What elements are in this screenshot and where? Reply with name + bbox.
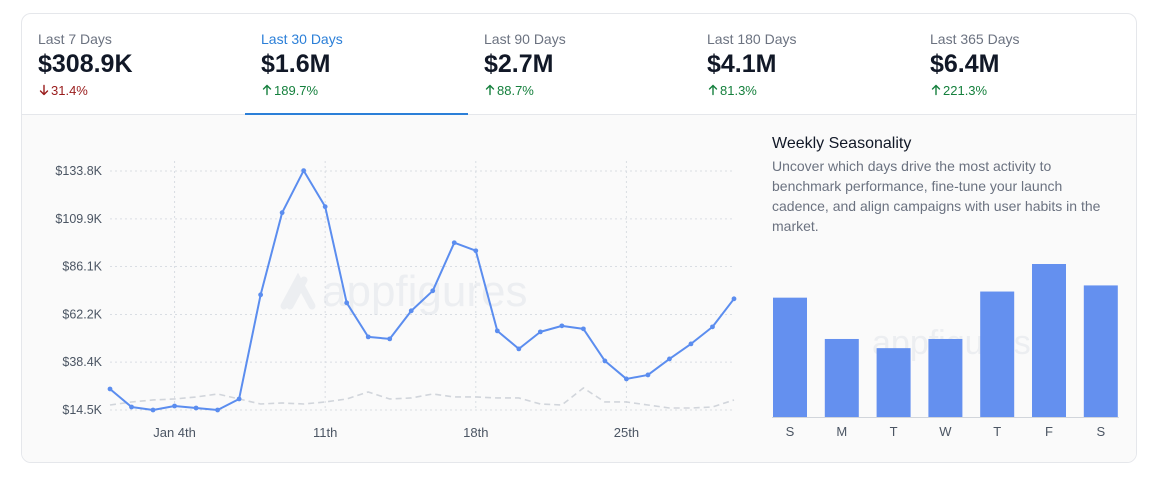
- tab-last-7-days[interactable]: Last 7 Days $308.9K 31.4%: [22, 14, 245, 114]
- bar-category-label: S: [786, 424, 795, 439]
- data-point: [430, 288, 436, 294]
- period-tabs: Last 7 Days $308.9K 31.4% Last 30 Days $…: [22, 14, 1136, 115]
- data-point: [172, 403, 177, 409]
- watermark-logo-icon: [280, 272, 316, 310]
- data-point: [537, 329, 543, 335]
- data-point: [365, 334, 371, 340]
- seasonality-title: Weekly Seasonality: [772, 135, 912, 152]
- data-point: [129, 404, 134, 410]
- y-tick-label: $38.4K: [62, 355, 102, 369]
- data-point: [624, 376, 629, 382]
- tab-label: Last 7 Days: [38, 31, 112, 47]
- active-tab-indicator: [245, 113, 468, 115]
- data-point: [279, 210, 285, 216]
- arrow-down-icon: [39, 84, 49, 96]
- bar-category-label: F: [1045, 424, 1053, 439]
- seasonality-bar: [824, 338, 859, 417]
- tab-label: Last 180 Days: [707, 31, 797, 47]
- y-tick-label: $133.8K: [55, 164, 102, 178]
- seasonality-description: Uncover which days drive the most activi…: [772, 158, 1101, 234]
- data-point: [473, 248, 479, 254]
- bar-category-label: T: [993, 424, 1001, 439]
- tab-change-value: 31.4%: [51, 83, 88, 98]
- tab-change: 221.3%: [930, 83, 987, 98]
- data-point: [710, 324, 715, 330]
- x-tick-label: 11th: [313, 425, 337, 440]
- bar-category-label: M: [836, 424, 847, 439]
- tab-value: $4.1M: [707, 50, 777, 78]
- tab-label: Last 90 Days: [484, 31, 566, 47]
- tab-label: Last 365 Days: [930, 31, 1020, 47]
- data-point: [344, 300, 350, 306]
- seasonality-bar: [773, 297, 807, 417]
- data-point: [236, 396, 242, 402]
- arrow-up-icon: [262, 84, 272, 96]
- data-point: [301, 168, 307, 173]
- seasonality-bar: [928, 338, 963, 417]
- series-line-previous-period: [109, 386, 735, 409]
- tab-change-value: 88.7%: [497, 83, 534, 98]
- y-tick-label: $62.2K: [62, 307, 102, 321]
- tab-last-180-days[interactable]: Last 180 Days $4.1M 81.3%: [691, 14, 914, 114]
- arrow-up-icon: [931, 84, 941, 96]
- data-point: [494, 328, 500, 334]
- data-point: [150, 407, 156, 413]
- tab-change: 189.7%: [261, 83, 318, 98]
- bar-category-label: T: [890, 424, 898, 439]
- data-point: [408, 308, 414, 314]
- x-tick-label: 18th: [463, 425, 488, 440]
- arrow-up-icon: [708, 84, 718, 96]
- data-point: [322, 204, 328, 210]
- data-point: [258, 292, 264, 298]
- data-point: [516, 346, 522, 352]
- tab-last-90-days[interactable]: Last 90 Days $2.7M 88.7%: [468, 14, 691, 114]
- data-point: [645, 372, 651, 378]
- data-point: [602, 358, 608, 364]
- x-tick-label: 25th: [614, 425, 639, 440]
- tab-value: $6.4M: [930, 50, 1000, 78]
- data-point: [667, 356, 672, 362]
- tab-change-value: 81.3%: [720, 83, 757, 98]
- data-point: [688, 341, 694, 347]
- data-point: [215, 407, 220, 413]
- seasonality-bar: [980, 291, 1015, 417]
- data-point: [559, 323, 565, 329]
- tab-change: 88.7%: [484, 83, 534, 98]
- seasonality-bar: [1032, 264, 1066, 417]
- revenue-card: Last 7 Days $308.9K 31.4% Last 30 Days $…: [21, 13, 1137, 463]
- seasonality-bar: [1083, 285, 1118, 417]
- bar-category-label: S: [1096, 424, 1105, 439]
- tab-change: 31.4%: [38, 83, 88, 98]
- series-line-revenue: [109, 169, 735, 411]
- tab-value: $308.9K: [38, 50, 133, 78]
- tab-change-value: 221.3%: [943, 83, 988, 98]
- tab-label: Last 30 Days: [261, 31, 343, 47]
- seasonality-bar: [876, 348, 911, 417]
- y-tick-label: $86.1K: [62, 260, 102, 274]
- arrow-up-icon: [485, 84, 495, 96]
- data-point: [107, 386, 113, 392]
- data-point: [451, 240, 457, 246]
- tab-last-30-days[interactable]: Last 30 Days $1.6M 189.7%: [245, 14, 468, 115]
- tab-change: 81.3%: [707, 83, 757, 98]
- bar-category-label: W: [939, 424, 952, 439]
- data-point: [193, 405, 199, 411]
- revenue-charts: appfigures $14.5K $38.4K $62.2K $86.1K $109.9…: [55, 161, 1119, 440]
- y-tick-label: $14.5K: [62, 403, 102, 417]
- tab-value: $2.7M: [484, 50, 554, 78]
- data-point: [731, 296, 737, 302]
- watermark-text: appfigures: [322, 267, 527, 316]
- data-point: [580, 326, 586, 332]
- y-tick-label: $109.9K: [55, 212, 102, 226]
- tab-last-365-days[interactable]: Last 365 Days $6.4M 221.3%: [914, 14, 1136, 114]
- data-point: [387, 336, 393, 342]
- x-tick-label: Jan 4th: [153, 425, 196, 440]
- tab-change-value: 189.7%: [274, 83, 319, 98]
- tab-value: $1.6M: [261, 50, 331, 78]
